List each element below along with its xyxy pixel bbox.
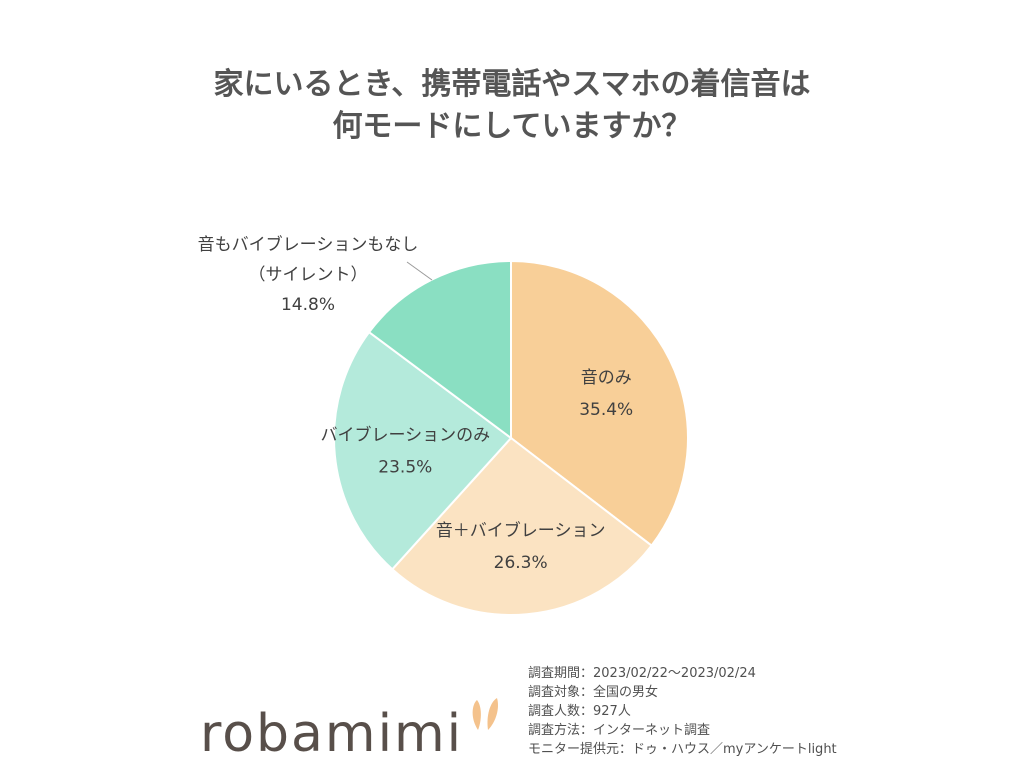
chart-title: 家にいるとき、携帯電話やスマホの着信音は 何モードにしていますか？: [0, 64, 1024, 148]
slice-label-0: 音のみ: [581, 368, 632, 388]
slice-label-2: バイブレーションのみ: [320, 424, 490, 445]
slice-value-2: 23.5%: [378, 457, 432, 477]
survey-notes: 調査期間：2023/02/22～2023/02/24 調査対象：全国の男女 調査…: [528, 664, 837, 759]
slice-value-0: 35.4%: [579, 400, 633, 420]
pie-slice-0: [510, 259, 689, 548]
note-period: 調査期間：2023/02/22～2023/02/24: [528, 666, 756, 681]
slice-label-3-1: （サイレント）: [249, 265, 368, 285]
slice-label-3-2: 14.8%: [281, 295, 335, 315]
note-provider: モニター提供元：ドゥ・ハウス／myアンケートlight: [528, 742, 837, 757]
slice-label-1: 音＋バイブレーション: [436, 520, 606, 541]
title-line-2: 何モードにしていますか？: [332, 109, 692, 144]
rabbit-ears-icon: [472, 698, 498, 730]
logo-text: robamimi: [200, 704, 464, 764]
slice-label-3-0: 音もバイブレーションもなし: [198, 234, 419, 255]
slice-value-1: 26.3%: [494, 553, 548, 573]
pie-slice-2: [333, 330, 513, 571]
title-line-1: 家にいるとき、携帯電話やスマホの着信音は: [213, 67, 811, 102]
note-method: 調査方法：インターネット調査: [528, 723, 711, 738]
leader-line: [406, 261, 433, 281]
note-target: 調査対象：全国の男女: [528, 685, 659, 700]
robamimi-logo: robamimi: [200, 696, 500, 766]
pie-slice-1: [390, 436, 653, 616]
note-count: 調査人数：927人: [528, 704, 631, 719]
